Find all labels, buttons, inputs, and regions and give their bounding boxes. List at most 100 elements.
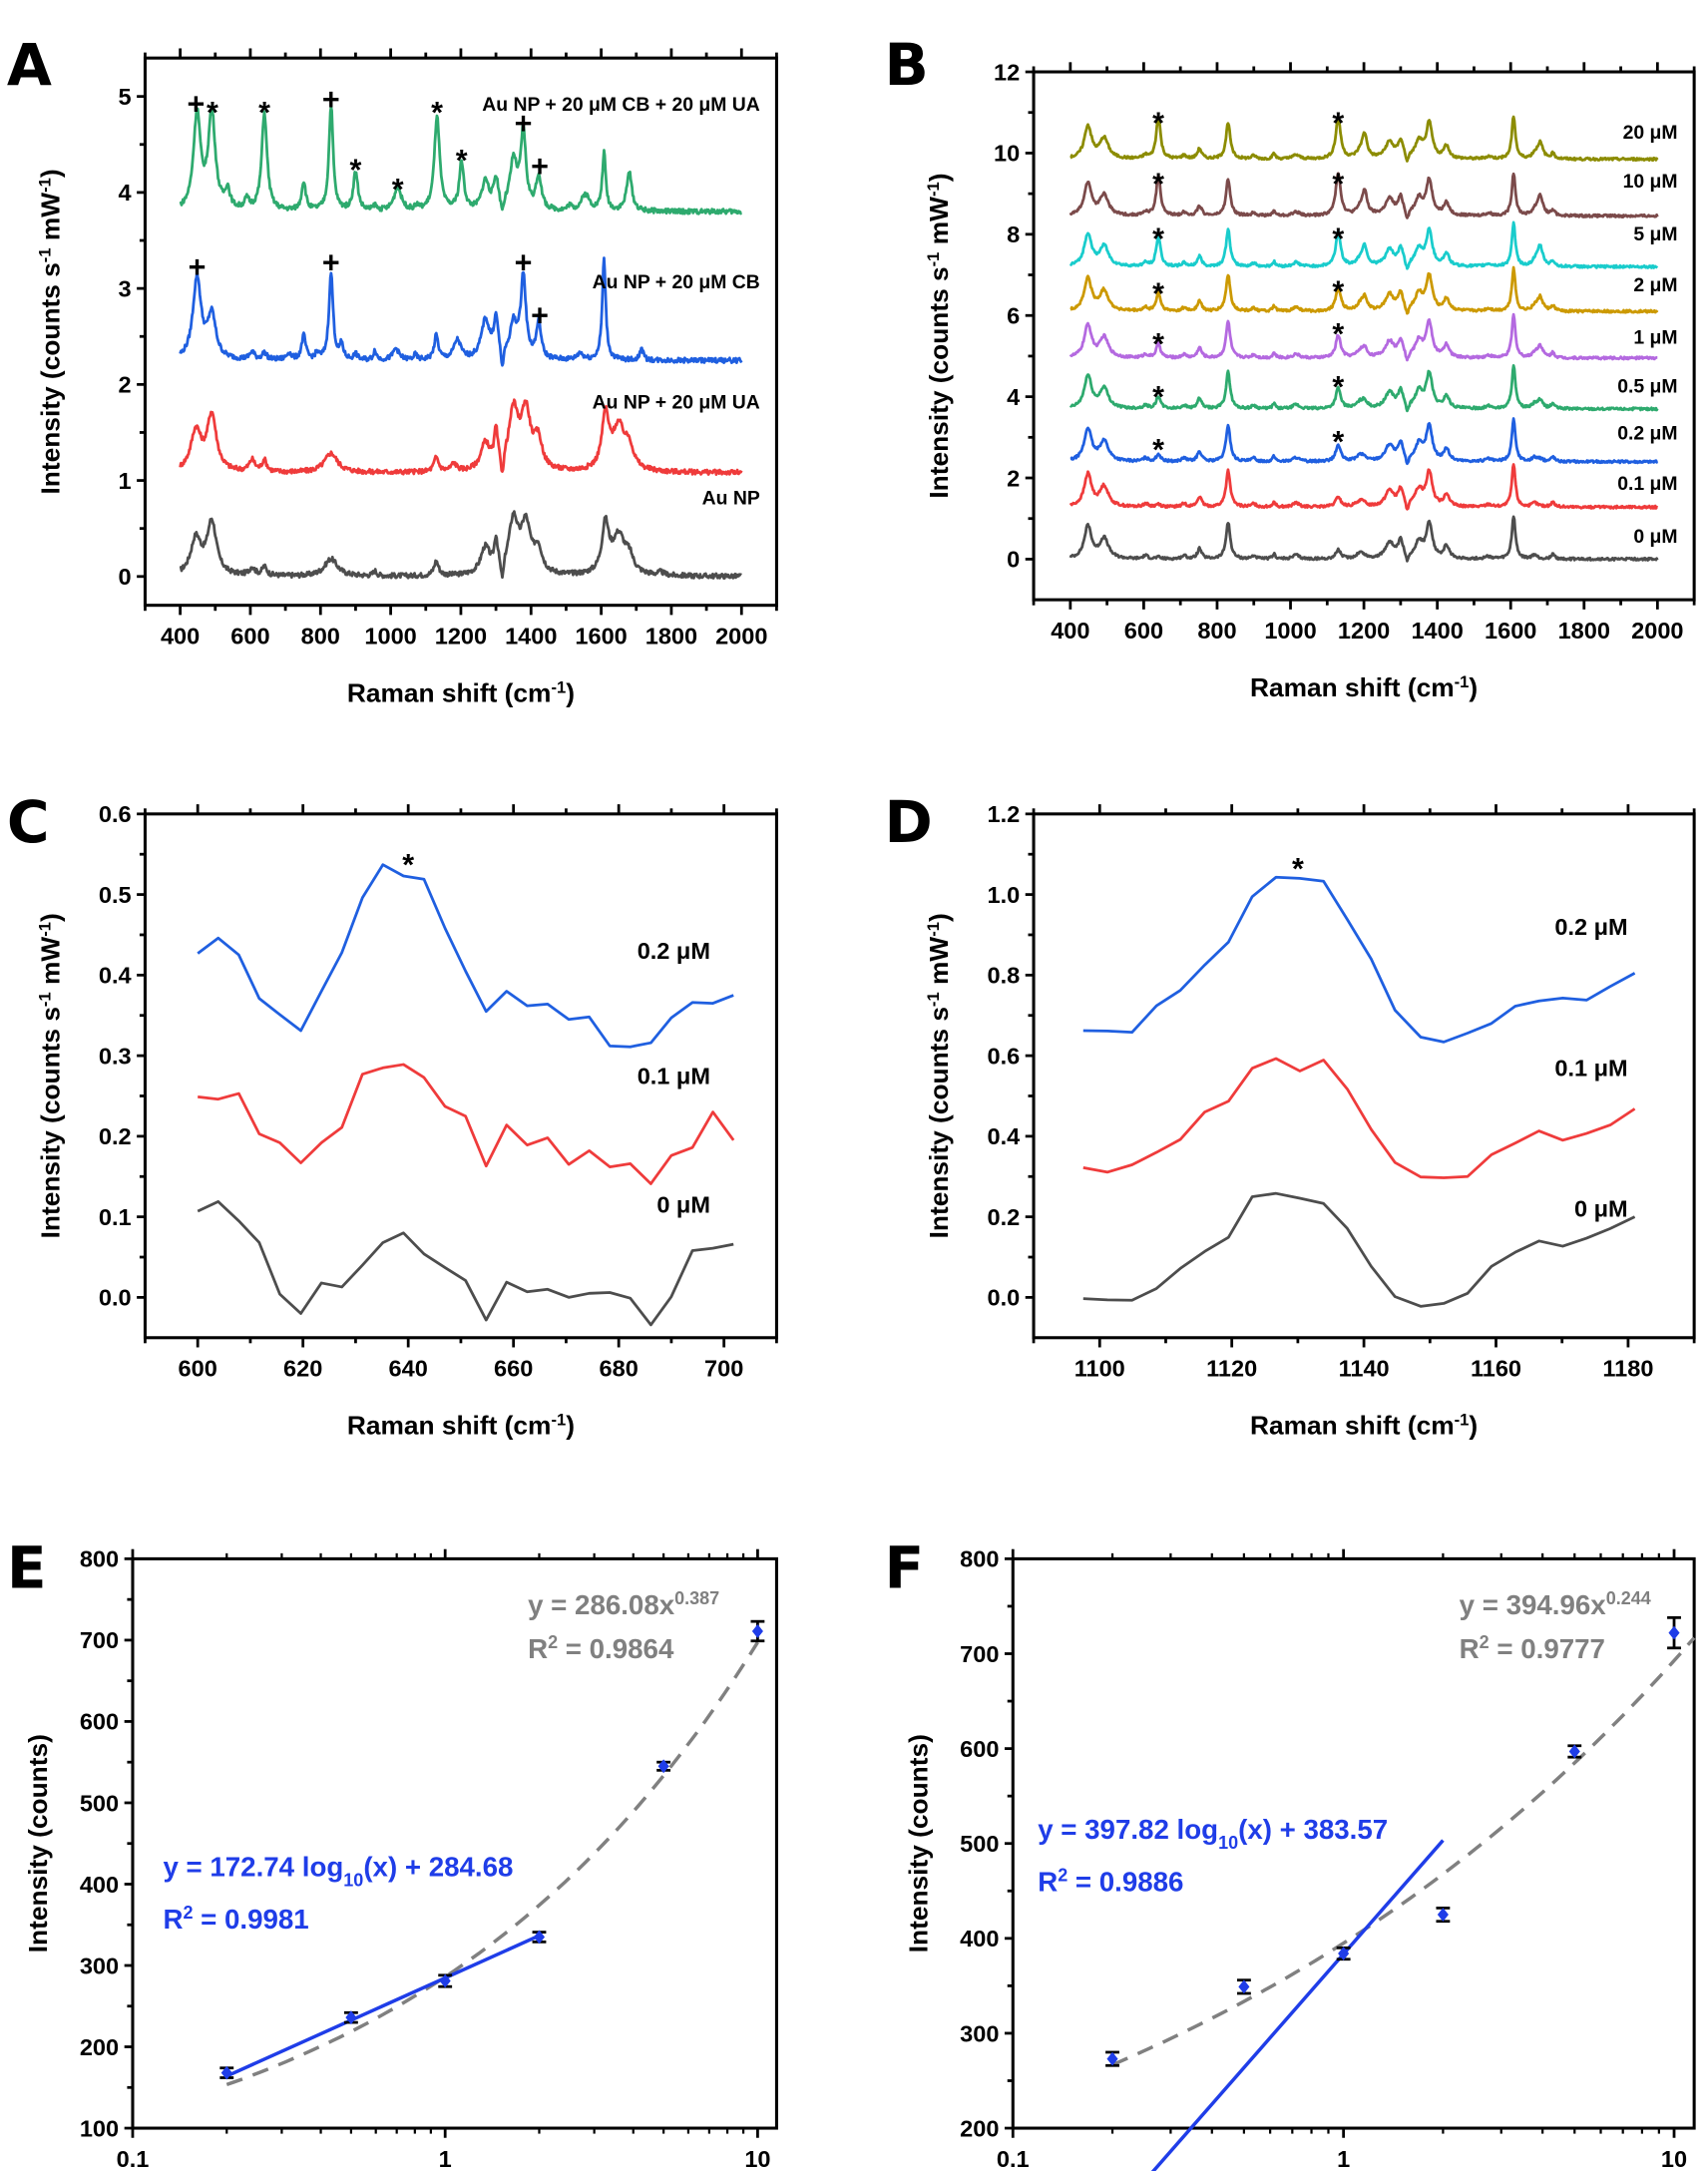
y-tick-label: 4 [118,180,131,206]
log-fit-line [1150,1839,1445,2171]
power-fit-eq-sup: 0.387 [674,1588,719,1608]
y-axis-title-sup: -1 [924,992,943,1007]
panel-letter: B [884,31,928,99]
r2-value: = 0.9886 [1068,1867,1183,1898]
y-tick-label: 500 [80,1790,119,1816]
x-tick-label: 400 [1051,618,1089,644]
log-fit-eq-text: y = 172.74 log [163,1851,343,1882]
y-tick-label: 400 [960,1926,999,1952]
power-fit-eq-text: y = 394.96x [1460,1589,1607,1620]
y-axis-title-end: ) [36,913,66,922]
y-tick-label: 0.5 [99,882,132,908]
x-axis-title: Raman shift (cm-1) [1250,1410,1478,1440]
series-line-au-np [179,510,742,581]
x-axis-title-text: Raman shift (cm [347,1411,552,1441]
y-tick-label: 1 [118,468,131,494]
y-tick-label: 600 [960,1736,999,1762]
x-axis-title-text: Raman shift (cm [347,678,552,708]
plus-marker: + [322,245,340,279]
x-axis-title-sup: -1 [551,677,566,696]
series-label: 20 μM [1623,122,1678,144]
panel-letter: C [7,788,50,856]
x-tick-label: 680 [600,1356,639,1382]
x-axis-title-text: Raman shift (cm [1250,1411,1455,1441]
plus-marker: + [531,298,549,332]
y-axis-title-end: ) [36,169,66,178]
data-point [1667,1615,1681,1650]
y-tick-label: 100 [80,2115,119,2141]
panel-letter: F [884,1534,924,1602]
y-tick-label: 500 [960,1831,999,1857]
diamond-marker [220,2065,232,2080]
data-point [750,1619,765,1643]
y-tick-label: 5 [118,84,131,110]
x-tick-label: 1160 [1471,1356,1521,1382]
y-tick-label: 0.0 [987,1285,1020,1311]
series-line-5-m [1068,220,1659,270]
x-tick-label: 600 [1124,618,1163,644]
asterisk-marker: * [1332,167,1344,201]
x-tick-label: 800 [1197,618,1236,644]
plot-frame [131,1556,778,2130]
asterisk-marker: * [1332,317,1344,351]
asterisk-marker: * [1152,276,1164,310]
y-axis-title-sup: -1 [35,178,54,193]
power-fit-equation: y = 286.08x0.387 [528,1588,719,1620]
asterisk-marker: * [350,154,362,188]
asterisk-marker: * [456,144,468,178]
x-tick-label: 1000 [364,623,416,649]
data-point [219,2065,234,2080]
y-tick-label: 200 [80,2034,119,2060]
series-label: 0.1 μM [1554,1055,1627,1081]
asterisk-marker: * [1152,327,1164,361]
y-tick-label: 700 [960,1641,999,1667]
y-tick-label: 10 [994,141,1020,167]
asterisk-marker: * [1332,221,1344,255]
asterisk-marker: * [1332,370,1344,404]
x-tick-label: 2000 [1631,618,1683,644]
diamond-marker [533,1930,546,1945]
series-line-0-5-m [1068,363,1659,413]
plus-marker: + [189,250,207,284]
r2-label: R [1038,1867,1058,1898]
diamond-marker [1437,1908,1449,1922]
x-axis-title-end: ) [566,1411,575,1441]
r2-label: R [163,1904,183,1935]
y-tick-label: 800 [80,1546,119,1572]
x-axis-title-end: ) [1469,672,1478,702]
panel-letter: D [884,788,932,856]
x-tick-label: 0.1 [997,2146,1030,2171]
y-tick-label: 1.0 [987,882,1020,908]
data-point [532,1930,547,1945]
r2-sup: 2 [183,1903,193,1923]
x-tick-label: 2000 [715,623,767,649]
y-tick-label: 400 [80,1872,119,1898]
series-line-2-m [1069,265,1659,315]
data-point [1236,1978,1251,1995]
data-point [343,2010,358,2025]
y-tick-label: 0.3 [99,1043,132,1069]
y-axis-title-sup: -1 [35,992,54,1007]
log-fit-equation: y = 397.82 log10(x) + 383.57 [1038,1814,1388,1853]
y-tick-label: 0.0 [99,1285,132,1311]
y-tick-label: 0.6 [99,801,132,827]
x-tick-label: 1100 [1074,1356,1125,1382]
y-tick-label: 4 [1007,384,1020,410]
x-tick-label: 620 [283,1356,322,1382]
x-tick-label: 10 [1661,2146,1687,2171]
series-label: 0.5 μM [1617,376,1677,398]
y-axis-title-text: Intensity (counts s [36,1007,66,1238]
series-line-20-m [1069,115,1659,163]
r2-label: R [528,1633,548,1664]
y-axis-title-sup: -1 [35,922,54,937]
series-label: 1 μM [1633,327,1677,349]
plus-marker: + [515,245,533,279]
series-label: 0.2 μM [638,938,710,964]
x-tick-label: 0.1 [117,2146,150,2171]
y-tick-label: 0.4 [99,963,132,989]
y-tick-label: 0.2 [987,1204,1020,1230]
power-fit-line [1111,1636,1696,2067]
series-line [1082,875,1636,1044]
x-axis-title-sup: -1 [551,1410,566,1429]
